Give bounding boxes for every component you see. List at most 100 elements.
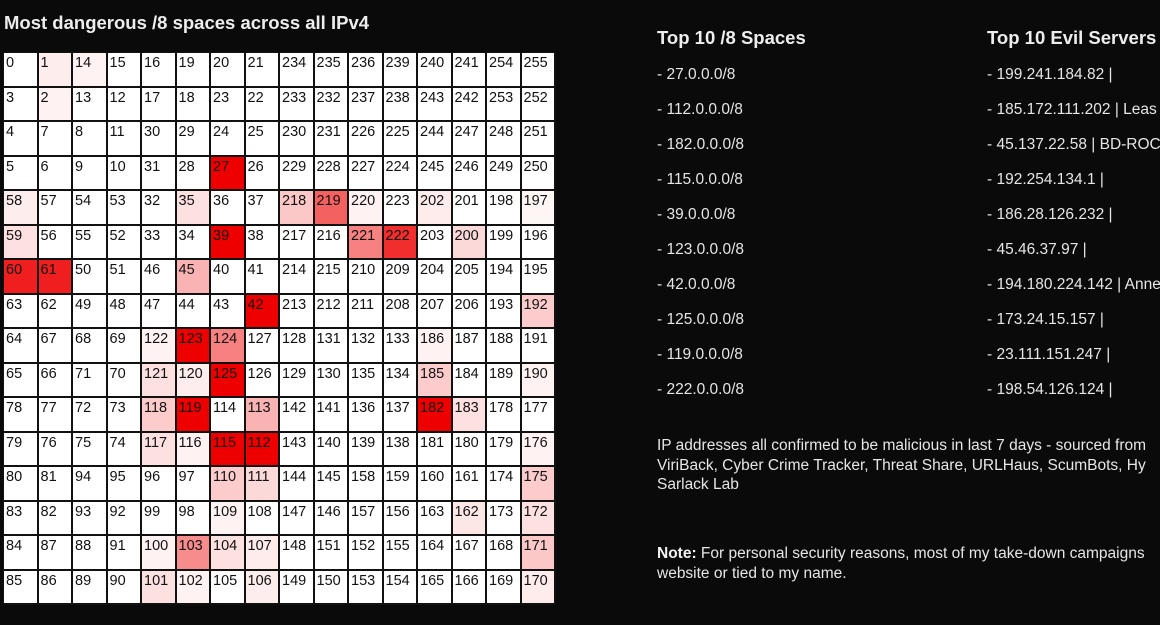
- ip-block-cell: 149: [280, 570, 315, 605]
- ip-block-cell: 79: [4, 432, 39, 467]
- ip-block-cell: 11: [107, 122, 142, 157]
- ip-block-cell: 116: [176, 432, 211, 467]
- ip-block-cell: 206: [452, 294, 487, 329]
- ip-block-cell: 29: [176, 122, 211, 157]
- ip-block-cell: 172: [521, 501, 556, 536]
- ip-block-cell: 238: [383, 87, 418, 122]
- ip-block-cell: 138: [383, 432, 418, 467]
- ip-block-cell: 192: [521, 294, 556, 329]
- ip-block-cell: 236: [349, 53, 384, 88]
- ip-block-cell: 75: [73, 432, 108, 467]
- ip-block-cell: 159: [383, 467, 418, 502]
- ip-block-cell: 99: [142, 501, 177, 536]
- ip-block-cell: 203: [418, 225, 453, 260]
- ip-block-cell: 248: [487, 122, 522, 157]
- ip-block-cell: 40: [211, 260, 246, 295]
- top-server-item: - 198.54.126.124 |: [987, 381, 1113, 398]
- ip-block-cell: 237: [349, 87, 384, 122]
- ip-block-cell: 72: [73, 398, 108, 433]
- ip-block-cell: 175: [521, 467, 556, 502]
- ip-block-cell: 52: [107, 225, 142, 260]
- ip-block-cell: 235: [314, 53, 349, 88]
- top-server-item: - 199.241.184.82 |: [987, 66, 1113, 83]
- ip-block-cell: 194: [487, 260, 522, 295]
- ip-block-cell: 43: [211, 294, 246, 329]
- ip-block-cell: 176: [521, 432, 556, 467]
- ip-block-cell: 130: [314, 363, 349, 398]
- ip-block-cell: 5: [4, 156, 39, 191]
- ip-block-cell: 131: [314, 329, 349, 364]
- ip-block-cell: 49: [73, 294, 108, 329]
- ip-block-cell: 92: [107, 501, 142, 536]
- note-text: Note: For personal security reasons, mos…: [657, 544, 1160, 583]
- ip-block-cell: 185: [418, 363, 453, 398]
- ip-block-cell: 85: [4, 570, 39, 605]
- top-spaces-list: - 27.0.0.0/8 - 112.0.0.0/8 - 182.0.0.0/8…: [657, 66, 744, 416]
- ip-block-cell: 41: [245, 260, 280, 295]
- ip-block-cell: 69: [107, 329, 142, 364]
- ip-block-cell: 170: [521, 570, 556, 605]
- ip-block-cell: 20: [211, 53, 246, 88]
- ip-block-cell: 153: [349, 570, 384, 605]
- top-space-item: - 222.0.0.0/8: [657, 381, 745, 398]
- ip-block-cell: 246: [452, 156, 487, 191]
- ip-block-cell: 141: [314, 398, 349, 433]
- ip-block-cell: 37: [245, 191, 280, 226]
- ip-block-cell: 128: [280, 329, 315, 364]
- ip-block-cell: 208: [383, 294, 418, 329]
- top-space-item: - 112.0.0.0/8: [657, 101, 743, 118]
- ip-block-cell: 12: [107, 87, 142, 122]
- ip-block-cell: 173: [487, 501, 522, 536]
- top-server-item: - 45.46.37.97 |: [987, 241, 1087, 258]
- ip-block-cell: 216: [314, 225, 349, 260]
- ip-block-cell: 113: [245, 398, 280, 433]
- ip-block-cell: 91: [107, 536, 142, 571]
- ip-block-cell: 166: [452, 570, 487, 605]
- ip-block-cell: 71: [73, 363, 108, 398]
- ip-block-cell: 161: [452, 467, 487, 502]
- ip-block-cell: 26: [245, 156, 280, 191]
- ip-block-cell: 233: [280, 87, 315, 122]
- ip-block-cell: 156: [383, 501, 418, 536]
- ip-block-cell: 28: [176, 156, 211, 191]
- ip-block-cell: 10: [107, 156, 142, 191]
- ip-block-cell: 228: [314, 156, 349, 191]
- ip-block-cell: 249: [487, 156, 522, 191]
- ip-block-cell: 200: [452, 225, 487, 260]
- ip-block-cell: 95: [107, 467, 142, 502]
- ip-block-cell: 255: [521, 53, 556, 88]
- ip-block-cell: 224: [383, 156, 418, 191]
- ip-block-cell: 94: [73, 467, 108, 502]
- ip-block-cell: 218: [280, 191, 315, 226]
- ip-block-cell: 160: [418, 467, 453, 502]
- ip-block-cell: 241: [452, 53, 487, 88]
- ip-block-cell: 38: [245, 225, 280, 260]
- ip-block-cell: 190: [521, 363, 556, 398]
- ip-block-cell: 133: [383, 329, 418, 364]
- ip-block-cell: 34: [176, 225, 211, 260]
- top-space-item: - 182.0.0.0/8: [657, 136, 745, 153]
- ip-block-cell: 98: [176, 501, 211, 536]
- top-space-item: - 115.0.0.0/8: [657, 171, 743, 188]
- ip-block-cell: 46: [142, 260, 177, 295]
- ip-block-cell: 125: [211, 363, 246, 398]
- ip-block-cell: 193: [487, 294, 522, 329]
- ip-block-cell: 88: [73, 536, 108, 571]
- ip-block-cell: 196: [521, 225, 556, 260]
- ip-block-cell: 146: [314, 501, 349, 536]
- ip-block-cell: 8: [73, 122, 108, 157]
- ip-block-cell: 104: [211, 536, 246, 571]
- ip-block-cell: 25: [245, 122, 280, 157]
- ip-block-cell: 164: [418, 536, 453, 571]
- ip-block-cell: 6: [38, 156, 73, 191]
- ip-block-cell: 120: [176, 363, 211, 398]
- ip-block-cell: 178: [487, 398, 522, 433]
- ip-block-cell: 139: [349, 432, 384, 467]
- ip-block-cell: 242: [452, 87, 487, 122]
- ip-block-cell: 2: [38, 87, 73, 122]
- top-space-item: - 125.0.0.0/8: [657, 311, 745, 328]
- ip-block-cell: 165: [418, 570, 453, 605]
- ip-block-cell: 110: [211, 467, 246, 502]
- ip-block-cell: 1: [38, 53, 73, 88]
- ip-block-cell: 136: [349, 398, 384, 433]
